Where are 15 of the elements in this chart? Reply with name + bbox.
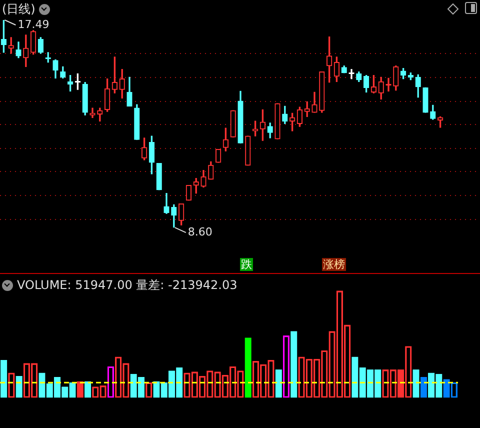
bar bbox=[76, 381, 84, 398]
text: 涨榜 bbox=[322, 258, 346, 271]
text: 跌 bbox=[240, 258, 253, 271]
chart-title: VOLUME: 51947.00 量差: -213942.03 bbox=[17, 277, 238, 294]
bar bbox=[420, 377, 427, 398]
bar bbox=[412, 370, 420, 398]
annotation: 8.60 bbox=[188, 225, 212, 238]
bar bbox=[16, 376, 22, 398]
annotation: 17.49 bbox=[18, 18, 50, 31]
chart-title: (日线) bbox=[2, 1, 36, 18]
bar bbox=[84, 381, 92, 398]
bar bbox=[244, 338, 252, 398]
bar bbox=[0, 360, 8, 398]
bar bbox=[275, 370, 282, 398]
bar bbox=[290, 331, 298, 398]
